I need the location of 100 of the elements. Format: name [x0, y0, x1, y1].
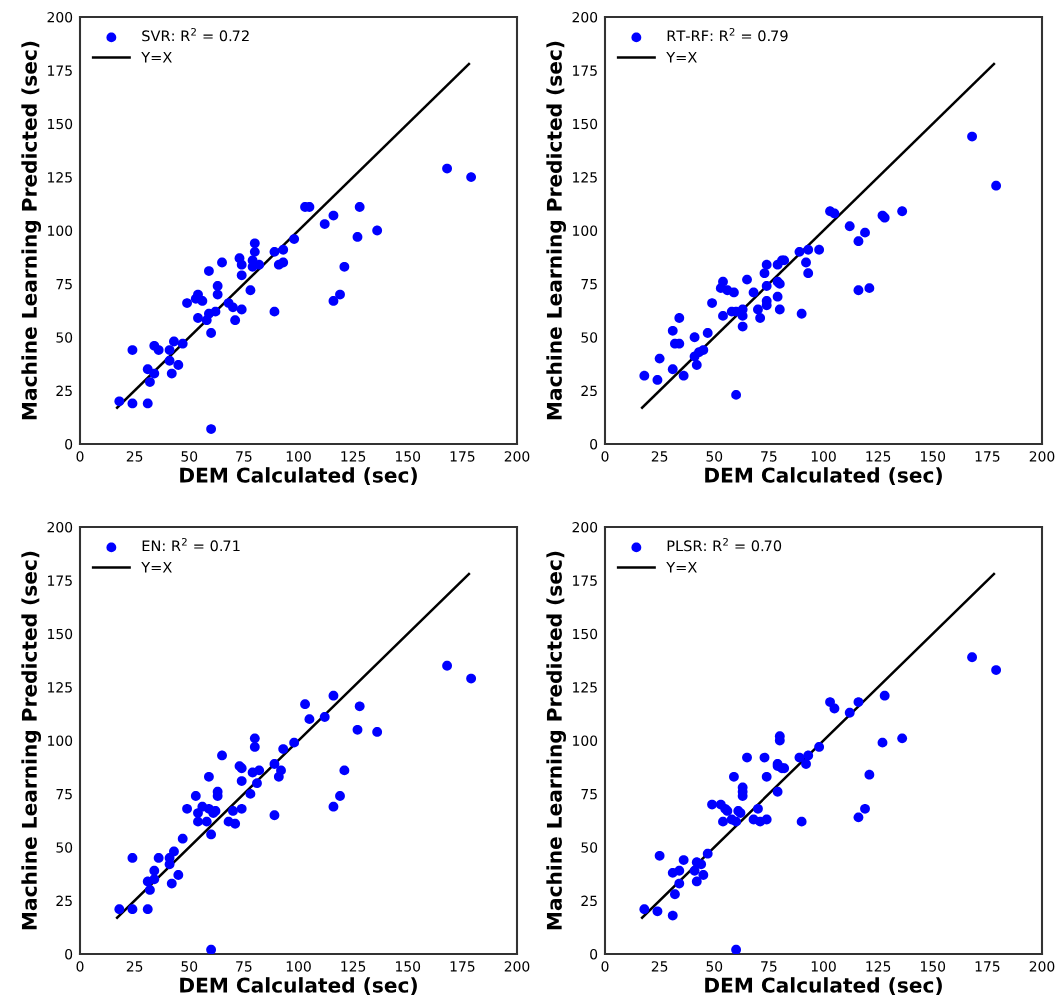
y-tick-label: 0	[65, 438, 73, 450]
point	[759, 752, 770, 763]
y-tick-label: 200	[47, 11, 73, 23]
legend-label: EN: R$^{2}$ = 0.71	[142, 537, 240, 552]
point	[991, 665, 1002, 675]
point	[742, 752, 752, 763]
legend-label: PLSR: R$^{2}$ = 0.70	[667, 537, 782, 552]
y-tick-label: 75	[56, 279, 72, 290]
x-tick-label: 25	[651, 451, 668, 462]
point	[164, 355, 175, 366]
point	[236, 259, 247, 270]
y-tick-label: 25	[581, 385, 597, 397]
x-axis-title: DEM Calculated (sec)	[705, 977, 942, 996]
point	[702, 848, 713, 859]
y-tick-label: 50	[56, 332, 73, 343]
point	[674, 878, 685, 889]
x-tick-label: 0	[76, 961, 84, 972]
x-tick-label: 150	[396, 451, 421, 462]
point	[731, 816, 742, 827]
point	[442, 163, 452, 174]
point	[674, 865, 685, 876]
point	[860, 803, 870, 814]
y-tick-label: 0	[590, 438, 598, 450]
point	[691, 876, 702, 887]
x-tick-label: 75	[761, 451, 777, 462]
point	[753, 803, 763, 814]
point	[289, 234, 300, 244]
point	[206, 328, 217, 338]
x-axis-title: DEM Calculated (sec)	[705, 467, 942, 486]
y-tick-label: 150	[48, 628, 73, 640]
y-tick-label: 100	[573, 735, 598, 746]
y-tick-label: 100	[48, 225, 73, 236]
y-tick-label: 150	[573, 118, 598, 130]
x-tick-label: 0	[601, 451, 609, 462]
y-tick-label: 175	[573, 65, 597, 76]
x-tick-label: 0	[601, 961, 609, 972]
x-tick-label: 50	[181, 961, 198, 972]
point	[652, 906, 663, 917]
point	[249, 246, 260, 257]
point	[897, 733, 908, 744]
y-tick-label: 25	[581, 895, 597, 907]
legend-label: Y=X	[666, 561, 697, 573]
y-tick-label: 200	[572, 521, 598, 533]
point	[670, 889, 680, 900]
point	[814, 742, 825, 752]
x-tick-label: 50	[706, 451, 723, 462]
point	[761, 814, 772, 825]
point	[182, 298, 192, 308]
point	[245, 285, 256, 296]
x-tick-label: 75	[761, 961, 777, 972]
x-tick-label: 125	[866, 961, 891, 972]
point	[249, 238, 260, 249]
point	[278, 244, 289, 255]
legend-label: Y=X	[141, 561, 172, 573]
point	[678, 855, 689, 865]
x-tick-label: 100	[811, 961, 836, 972]
y-tick-label: 100	[48, 735, 73, 746]
point	[145, 377, 155, 387]
x-tick-label: 175	[975, 451, 1000, 462]
point	[352, 232, 363, 242]
point	[829, 703, 840, 714]
y-tick-label: 75	[581, 789, 597, 800]
point	[217, 257, 227, 268]
point	[639, 904, 650, 915]
x-tick-label: 100	[286, 451, 311, 462]
point	[197, 296, 208, 306]
point	[718, 816, 728, 827]
x-tick-label: 0	[76, 451, 84, 462]
x-tick-label: 100	[811, 451, 836, 462]
x-tick-label: 25	[651, 961, 668, 972]
point	[761, 771, 772, 782]
point	[153, 345, 164, 355]
point	[731, 944, 742, 954]
point	[169, 336, 179, 347]
x-tick-label: 50	[181, 451, 198, 462]
point	[177, 338, 188, 349]
y-tick-label: 75	[581, 279, 597, 290]
point	[372, 225, 383, 236]
point	[689, 865, 700, 876]
y-tick-label: 75	[56, 789, 72, 800]
point	[729, 771, 739, 782]
x-tick-label: 125	[341, 961, 366, 972]
point	[278, 257, 289, 268]
point	[236, 270, 247, 281]
legend-label: Y=X	[141, 51, 172, 63]
point	[698, 870, 709, 880]
y-tick-label: 25	[56, 895, 72, 907]
y-axis-title: Machine Learning Predicted (sec)	[546, 41, 566, 420]
y-tick-label: 125	[48, 172, 72, 183]
point	[853, 812, 864, 823]
point	[853, 697, 864, 707]
point	[667, 910, 678, 921]
point	[228, 302, 238, 313]
point	[236, 304, 247, 315]
point	[825, 697, 835, 707]
y-tick-label: 25	[56, 385, 72, 397]
y-tick-label: 100	[573, 225, 598, 236]
point	[127, 345, 138, 355]
point	[269, 306, 280, 317]
x-tick-label: 200	[1029, 451, 1055, 462]
